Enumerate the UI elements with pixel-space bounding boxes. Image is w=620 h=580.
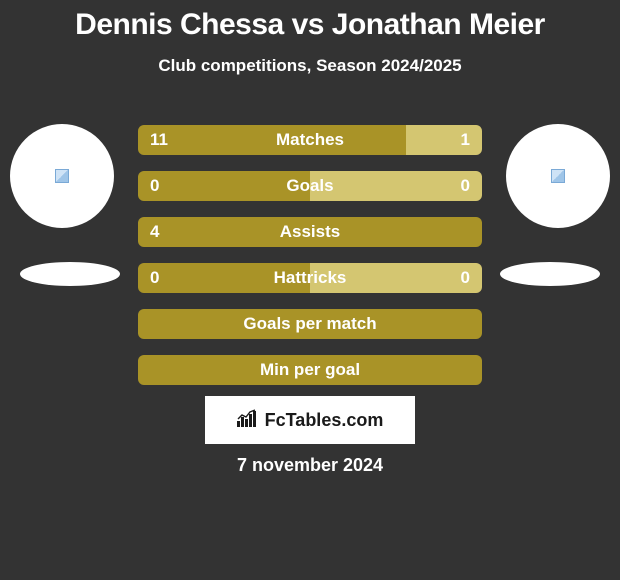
stat-row: Goals per match (138, 309, 482, 339)
stat-value-left: 0 (150, 263, 159, 293)
stat-bar-left (138, 171, 310, 201)
stat-bar-left (138, 217, 482, 247)
fctables-icon (237, 409, 259, 432)
stat-bar-right (310, 263, 482, 293)
stat-value-right: 0 (461, 263, 470, 293)
image-placeholder-icon (551, 169, 565, 183)
avatar-shadow-right (500, 262, 600, 286)
stat-row: Assists4 (138, 217, 482, 247)
stat-bar-left (138, 125, 406, 155)
player-right-avatar (506, 124, 610, 228)
stat-bar-left (138, 263, 310, 293)
date-label: 7 november 2024 (0, 455, 620, 476)
stat-row: Goals00 (138, 171, 482, 201)
page-subtitle: Club competitions, Season 2024/2025 (0, 56, 620, 76)
stat-row: Hattricks00 (138, 263, 482, 293)
image-placeholder-icon (55, 169, 69, 183)
stat-bar-right (310, 171, 482, 201)
page-title: Dennis Chessa vs Jonathan Meier (0, 0, 620, 42)
stat-bar-left (138, 309, 482, 339)
stat-value-right: 1 (461, 125, 470, 155)
player-left-avatar (10, 124, 114, 228)
stat-value-left: 0 (150, 171, 159, 201)
avatar-shadow-left (20, 262, 120, 286)
stat-bar-left (138, 355, 482, 385)
stat-bar-right (406, 125, 482, 155)
stat-value-left: 4 (150, 217, 159, 247)
branding-text: FcTables.com (265, 410, 384, 431)
branding-badge: FcTables.com (205, 396, 415, 444)
stats-bars: Matches111Goals00Assists4Hattricks00Goal… (138, 125, 482, 401)
stat-row: Matches111 (138, 125, 482, 155)
stat-value-right: 0 (461, 171, 470, 201)
stat-value-left: 11 (150, 125, 168, 155)
stat-row: Min per goal (138, 355, 482, 385)
